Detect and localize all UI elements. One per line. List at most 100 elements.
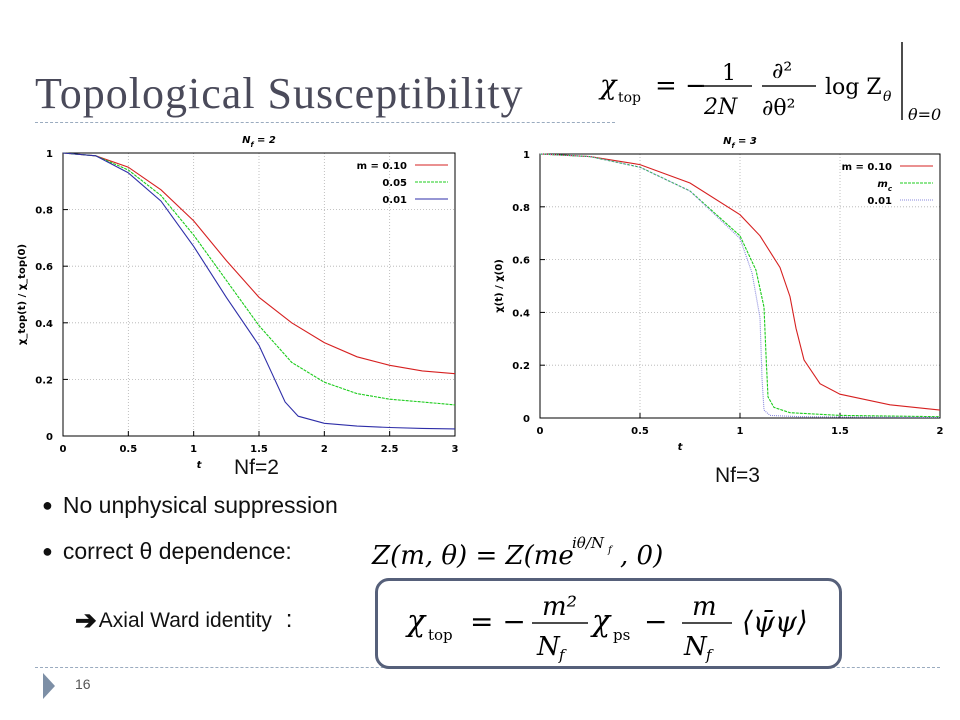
series-line-1 [62, 152, 456, 406]
svg-text:m²: m² [542, 592, 577, 622]
ward-identity-box [375, 578, 842, 669]
series-line-0 [62, 152, 456, 375]
svg-text:top: top [428, 626, 453, 644]
chart-title: Nf = 2 [242, 135, 276, 149]
svg-text:top: top [618, 90, 641, 106]
x-tick-label: 1 [190, 444, 197, 455]
legend-label-sub: c [888, 185, 893, 193]
svg-text:f: f [607, 545, 614, 556]
x-tick-label: 0 [60, 444, 67, 455]
series-line-2 [62, 152, 456, 430]
svg-text:2N: 2N [703, 95, 738, 120]
y-tick-label: 0 [523, 414, 530, 425]
svg-text:χ: χ [598, 70, 618, 101]
svg-text:χ: χ [405, 604, 427, 639]
y-tick-label: 0.6 [35, 262, 53, 273]
ward-colon: : [285, 606, 293, 633]
bullet-theta-dependence: ● correct θ dependence: [42, 538, 292, 565]
y-tick-label: 0.8 [35, 206, 53, 217]
y-tick-label: 0.2 [512, 361, 530, 372]
y-axis-label: χ_top(t) / χ_top(0) [17, 244, 28, 345]
y-tick-label: 0.6 [512, 256, 530, 267]
svg-text:Z(m, θ) = Z(me: Z(m, θ) = Z(me [371, 541, 574, 571]
y-tick-label: 0 [46, 432, 53, 443]
x-tick-label: 0.5 [631, 426, 649, 437]
legend-label: m = 0.10 [357, 161, 407, 172]
x-tick-label: 0 [537, 426, 544, 437]
chi-top-definition-formula: χ top = − 1 2N ∂² ∂θ² log Z θ θ=0 [598, 40, 945, 125]
svg-text:, 0): , 0) [620, 541, 663, 571]
bullet-text: No unphysical suppression [62, 492, 338, 518]
chart-nf3-svg: Nf = 3 0 0.5 1 1.5 2 0 0.2 0.4 0.6 0.8 1 t χ(t) / χ(0… [494, 136, 944, 453]
svg-text:N: N [683, 632, 708, 662]
svg-text:θ: θ [883, 89, 892, 105]
chart-nf3: Nf = 3 0 0.5 1 1.5 2 0 0.2 0.4 0.6 0.8 1 t χ(t) / χ(0… [470, 125, 950, 470]
svg-text:∂²: ∂² [772, 59, 792, 84]
svg-text:= −: = − [655, 71, 707, 101]
chart-nf2: Nf = 2 0 0.5 1 1.5 2 2.5 3 0 0.2 0.4 0.6 0.8 1 t χ_top(… [0, 125, 470, 471]
series-line-2 [539, 153, 941, 419]
footer-marker-icon [43, 673, 55, 699]
legend-label: mc [877, 179, 892, 193]
x-tick-label: 1.5 [831, 426, 849, 437]
slide-title: Topological Susceptibility [35, 69, 524, 118]
bullet-dot-icon: ● [42, 541, 53, 561]
svg-text:log Z: log Z [825, 75, 882, 100]
legend-label: m = 0.10 [842, 162, 892, 173]
svg-text:1: 1 [722, 61, 736, 86]
y-tick-label: 0.4 [35, 319, 53, 330]
chart-title-rest: = 3 [735, 136, 757, 147]
nf2-caption: Nf=2 [234, 456, 279, 479]
bullet-dot-icon: ● [42, 495, 53, 515]
y-tick-label: 0.8 [512, 203, 530, 214]
page-number: 16 [75, 676, 91, 692]
x-tick-label: 1.5 [250, 444, 268, 455]
legend-label: 0.01 [867, 196, 892, 207]
y-tick-label: 1 [523, 150, 530, 161]
x-tick-label: 3 [452, 444, 459, 455]
chart-title-sub: f [251, 141, 255, 149]
svg-text:ps: ps [613, 626, 630, 644]
svg-text:m: m [692, 592, 717, 622]
y-tick-label: 1 [46, 149, 53, 160]
y-axis-label: χ(t) / χ(0) [494, 259, 505, 313]
title-divider [35, 122, 615, 123]
x-tick-label: 1 [737, 426, 744, 437]
x-axis-label: t [197, 460, 203, 471]
bullet-no-suppression: ● No unphysical suppression [42, 492, 338, 519]
svg-text:iθ/N: iθ/N [572, 534, 605, 552]
svg-text:f: f [705, 646, 714, 664]
x-tick-label: 2 [321, 444, 328, 455]
svg-text:f: f [558, 646, 567, 664]
theta-dependence-formula: Z(m, θ) = Z(me iθ/N f , 0) [371, 528, 712, 578]
svg-text:−: − [644, 605, 667, 638]
y-tick-label: 0.4 [512, 308, 530, 319]
legend-label: 0.01 [382, 195, 407, 206]
chart-nf2-svg: Nf = 20 0.5 1 1.5 2 2.5 300.20.40.60.81tχ_top(… [17, 135, 459, 471]
svg-text:N: N [536, 632, 561, 662]
ward-identity-formula: χ top = − m² N f χ ps − m N f ⟨ψ̄ψ⟩ [392, 585, 832, 664]
x-tick-label: 0.5 [119, 444, 137, 455]
x-tick-label: 2.5 [381, 444, 399, 455]
legend-label: 0.05 [382, 178, 407, 189]
bullet-text: correct θ dependence: [62, 538, 292, 564]
nf3-caption: Nf=3 [715, 464, 760, 487]
right-arrow-icon: ➔ [75, 605, 97, 635]
plot-frame [539, 153, 941, 419]
chart-title-rest: = 2 [254, 135, 276, 146]
ward-identity-text: Axial Ward identity [98, 609, 272, 632]
series-line-1 [539, 153, 941, 418]
plot-frame [62, 152, 456, 437]
svg-text:∂θ²: ∂θ² [762, 96, 795, 121]
series-line-0 [539, 153, 941, 411]
chart-title-sub: f [732, 142, 736, 150]
ward-identity-label: ➔Axial Ward identity : [75, 605, 292, 636]
svg-text:θ=0: θ=0 [908, 105, 941, 124]
x-tick-label: 2 [937, 426, 944, 437]
y-tick-label: 0.2 [35, 375, 53, 386]
svg-text:= −: = − [470, 605, 526, 638]
x-axis-label: t [678, 442, 684, 453]
svg-text:χ: χ [590, 604, 612, 639]
svg-text:⟨ψ̄ψ⟩: ⟨ψ̄ψ⟩ [742, 605, 808, 638]
chart-title: Nf = 3 [723, 136, 757, 150]
